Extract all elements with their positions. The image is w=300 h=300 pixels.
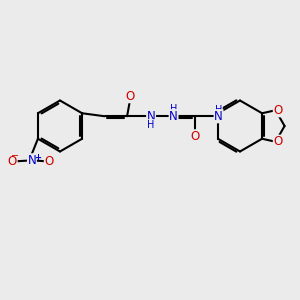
Text: +: + (34, 153, 41, 162)
Text: O: O (273, 104, 283, 117)
Text: O: O (8, 155, 17, 168)
Text: H: H (215, 105, 222, 115)
Text: N: N (169, 110, 178, 123)
Text: H: H (170, 104, 177, 114)
Text: H: H (147, 120, 155, 130)
Text: O: O (44, 155, 54, 168)
Text: N: N (214, 110, 223, 123)
Text: N: N (28, 154, 36, 167)
Text: O: O (125, 90, 135, 103)
Text: O: O (273, 135, 283, 148)
Text: −: − (11, 151, 20, 161)
Text: O: O (190, 130, 199, 143)
Text: N: N (147, 110, 155, 123)
